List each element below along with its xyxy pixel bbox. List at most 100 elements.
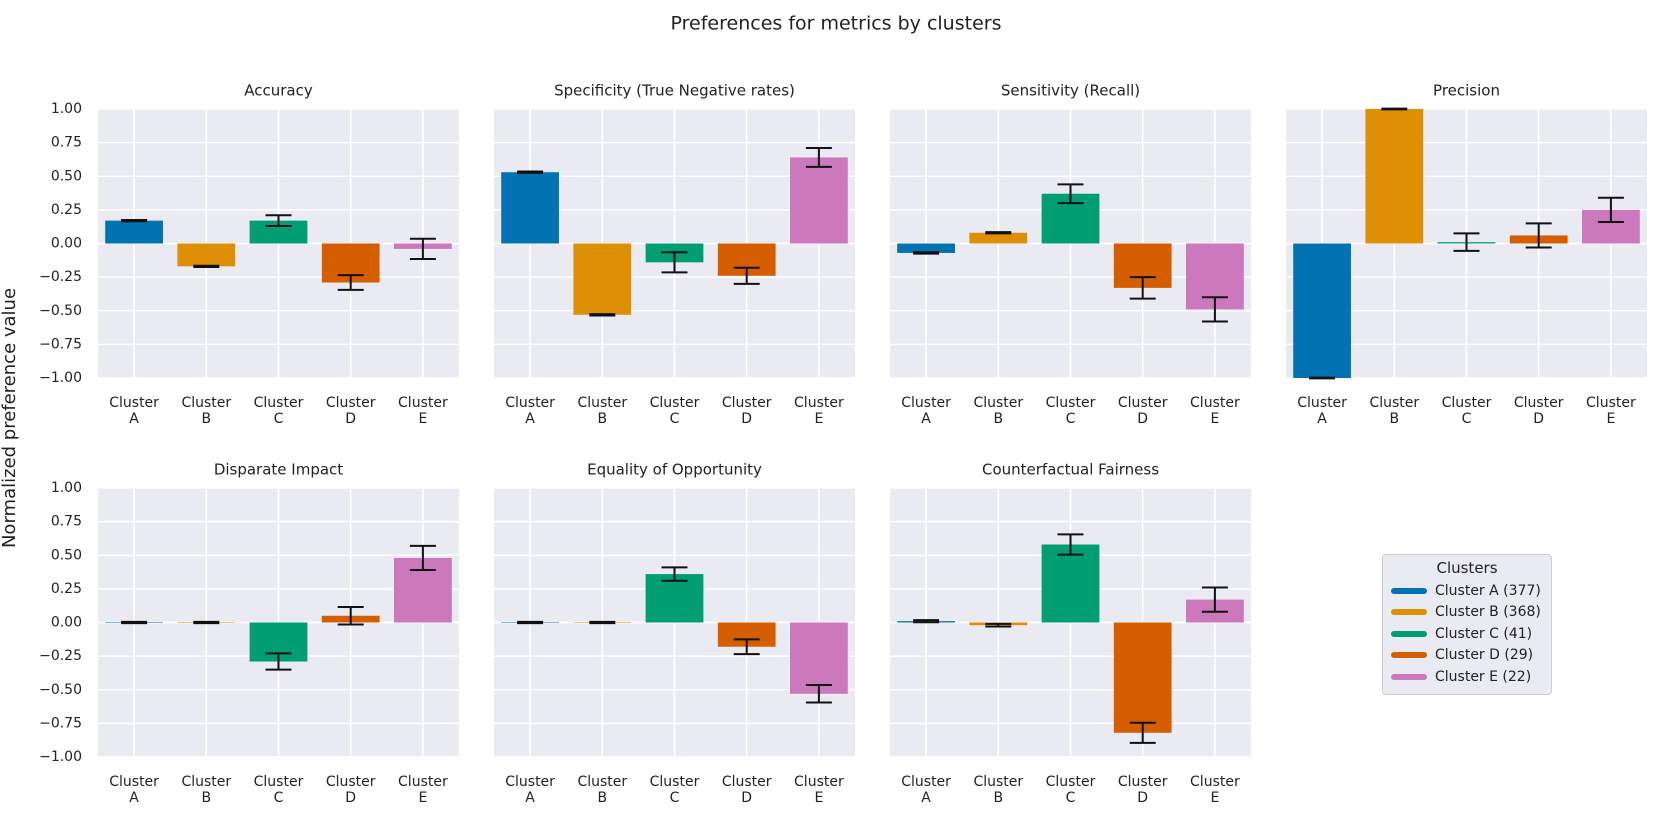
chart-title: Accuracy — [244, 82, 313, 100]
x-tick-label: Cluster C — [253, 395, 304, 427]
legend-label: Cluster B (368) — [1435, 604, 1541, 621]
y-tick-label: −0.50 — [39, 303, 82, 319]
error-bar — [121, 218, 148, 223]
x-tick-label: Cluster D — [721, 395, 772, 427]
x-tick-label: Cluster B — [973, 395, 1024, 427]
error-bar — [985, 231, 1012, 235]
x-tick-label: Cluster A — [1297, 395, 1347, 427]
y-tick-label: 0.50 — [51, 547, 82, 563]
error-bar — [913, 619, 940, 624]
legend-label: Cluster C (41) — [1435, 625, 1533, 642]
legend-item: Cluster C (41) — [1391, 623, 1543, 645]
y-tick-label: −1.00 — [39, 749, 82, 765]
bar — [1041, 544, 1100, 623]
legend-item: Cluster A (377) — [1391, 580, 1543, 602]
error-bar — [409, 237, 436, 260]
error-bar — [193, 620, 220, 625]
legend-label: Cluster D (29) — [1435, 647, 1534, 664]
x-tick-label: Cluster A — [505, 395, 555, 427]
chart-title: Equality of Opportunity — [587, 461, 762, 479]
legend-label: Cluster A (377) — [1435, 582, 1541, 599]
error-bar — [1525, 222, 1552, 249]
y-tick-label: −0.50 — [39, 682, 82, 698]
error-bar — [121, 620, 148, 625]
error-bar — [589, 620, 616, 625]
error-bar — [1057, 533, 1084, 556]
x-tick-label: Cluster D — [325, 395, 376, 427]
error-bar — [337, 606, 364, 626]
x-tick-label: Cluster C — [649, 774, 700, 806]
error-bar — [1597, 196, 1624, 223]
error-bar — [1201, 296, 1228, 323]
x-tick-label: Cluster A — [901, 395, 951, 427]
legend-label: Cluster E (22) — [1435, 668, 1532, 685]
x-tick-label: Cluster D — [325, 774, 376, 806]
error-bar — [193, 264, 220, 269]
error-bar — [517, 620, 544, 625]
legend-swatch — [1391, 673, 1427, 680]
legend: Clusters Cluster A (377) Cluster B (368) C… — [1382, 554, 1552, 695]
error-bar — [985, 622, 1012, 628]
legend-swatch — [1391, 652, 1427, 659]
x-tick-label: Cluster D — [1117, 774, 1168, 806]
chart-title: Sensitivity (Recall) — [1001, 82, 1140, 100]
error-bar — [265, 652, 292, 671]
x-tick-label: Cluster C — [253, 774, 304, 806]
legend-item: Cluster D (29) — [1391, 645, 1543, 667]
x-tick-label: Cluster B — [1369, 395, 1420, 427]
figure-title: Preferences for metrics by clusters — [671, 13, 1002, 35]
error-bar — [661, 566, 688, 582]
error-bar — [1453, 232, 1480, 252]
error-bar — [265, 214, 292, 228]
error-bar — [805, 684, 832, 704]
y-tick-label: 0.00 — [51, 615, 82, 631]
bar — [1293, 243, 1351, 378]
error-bar — [517, 170, 544, 174]
error-bar — [1309, 376, 1336, 380]
x-tick-label: Cluster E — [1190, 774, 1240, 806]
chart-title: Counterfactual Fairness — [982, 461, 1159, 479]
x-tick-label: Cluster A — [109, 395, 159, 427]
bar — [573, 243, 632, 315]
x-tick-label: Cluster C — [649, 395, 700, 427]
y-tick-label: −0.25 — [39, 269, 82, 285]
y-tick-label: −1.00 — [39, 370, 82, 386]
error-bar — [589, 313, 616, 317]
x-tick-label: Cluster D — [721, 774, 772, 806]
x-tick-label: Cluster D — [1513, 395, 1564, 427]
y-tick-label: 0.00 — [51, 236, 82, 252]
legend-item: Cluster E (22) — [1391, 666, 1543, 688]
y-tick-label: 0.25 — [51, 202, 82, 218]
error-bar — [1129, 276, 1156, 300]
chart-title: Disparate Impact — [214, 461, 343, 479]
bar — [645, 574, 704, 623]
error-bar — [805, 147, 832, 168]
x-tick-label: Cluster C — [1045, 395, 1096, 427]
x-tick-label: Cluster E — [794, 774, 844, 806]
y-axis-label: Normalized preference value — [0, 288, 20, 548]
x-tick-label: Cluster B — [577, 774, 628, 806]
legend-swatch — [1391, 609, 1427, 616]
error-bar — [1129, 721, 1156, 744]
chart-title: Specificity (True Negative rates) — [554, 82, 795, 100]
legend-item: Cluster B (368) — [1391, 602, 1543, 624]
x-tick-label: Cluster B — [577, 395, 628, 427]
y-tick-label: 0.75 — [51, 514, 82, 530]
x-tick-label: Cluster E — [398, 395, 448, 427]
bar — [105, 220, 163, 244]
bar — [1365, 109, 1424, 244]
chart-title: Precision — [1433, 82, 1500, 100]
x-tick-label: Cluster C — [1441, 395, 1492, 427]
x-tick-label: Cluster A — [109, 774, 159, 806]
y-tick-label: −0.75 — [39, 715, 82, 731]
bar — [1113, 622, 1172, 733]
x-tick-label: Cluster E — [398, 774, 448, 806]
bar — [249, 220, 308, 244]
error-bar — [1201, 586, 1228, 613]
bar — [897, 243, 955, 253]
x-tick-label: Cluster D — [1117, 395, 1168, 427]
x-tick-label: Cluster A — [901, 774, 951, 806]
x-tick-label: Cluster B — [181, 774, 232, 806]
y-tick-label: 0.25 — [51, 581, 82, 597]
